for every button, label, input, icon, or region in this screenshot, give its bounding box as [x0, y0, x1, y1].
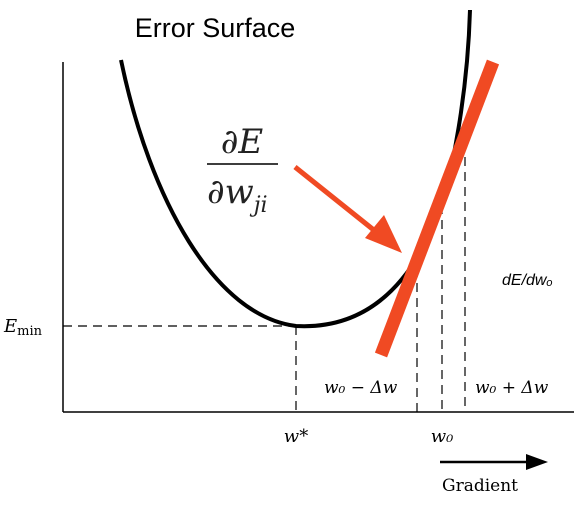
e-min-label: Emin	[3, 316, 43, 339]
w0-label: w₀	[431, 426, 454, 447]
partial-derivative-label: ∂E ∂wji	[207, 122, 278, 218]
denominator-base: ∂w	[207, 172, 254, 212]
tangent-line	[374, 59, 500, 358]
diagram-title: Error Surface	[135, 13, 296, 43]
e-min-subscript: min	[17, 324, 42, 339]
w0-plus-label: w₀ + Δw	[475, 378, 549, 398]
derivative-numerator: ∂E	[221, 122, 264, 162]
e-min-base: E	[3, 316, 17, 337]
gradient-arrow-head	[526, 454, 548, 470]
denominator-subscript: ji	[249, 193, 268, 218]
slope-label: dE/dwₒ	[502, 272, 553, 289]
error-curve	[119, 9, 472, 329]
gradient-label: Gradient	[442, 476, 518, 496]
w-star-label: w*	[284, 426, 308, 447]
guide-lines	[63, 142, 466, 412]
pointer-arrow-shaft	[293, 165, 382, 237]
pointer-arrow-head	[365, 215, 402, 253]
w0-minus-label: w₀ − Δw	[324, 378, 398, 398]
derivative-denominator: ∂wji	[207, 172, 268, 218]
